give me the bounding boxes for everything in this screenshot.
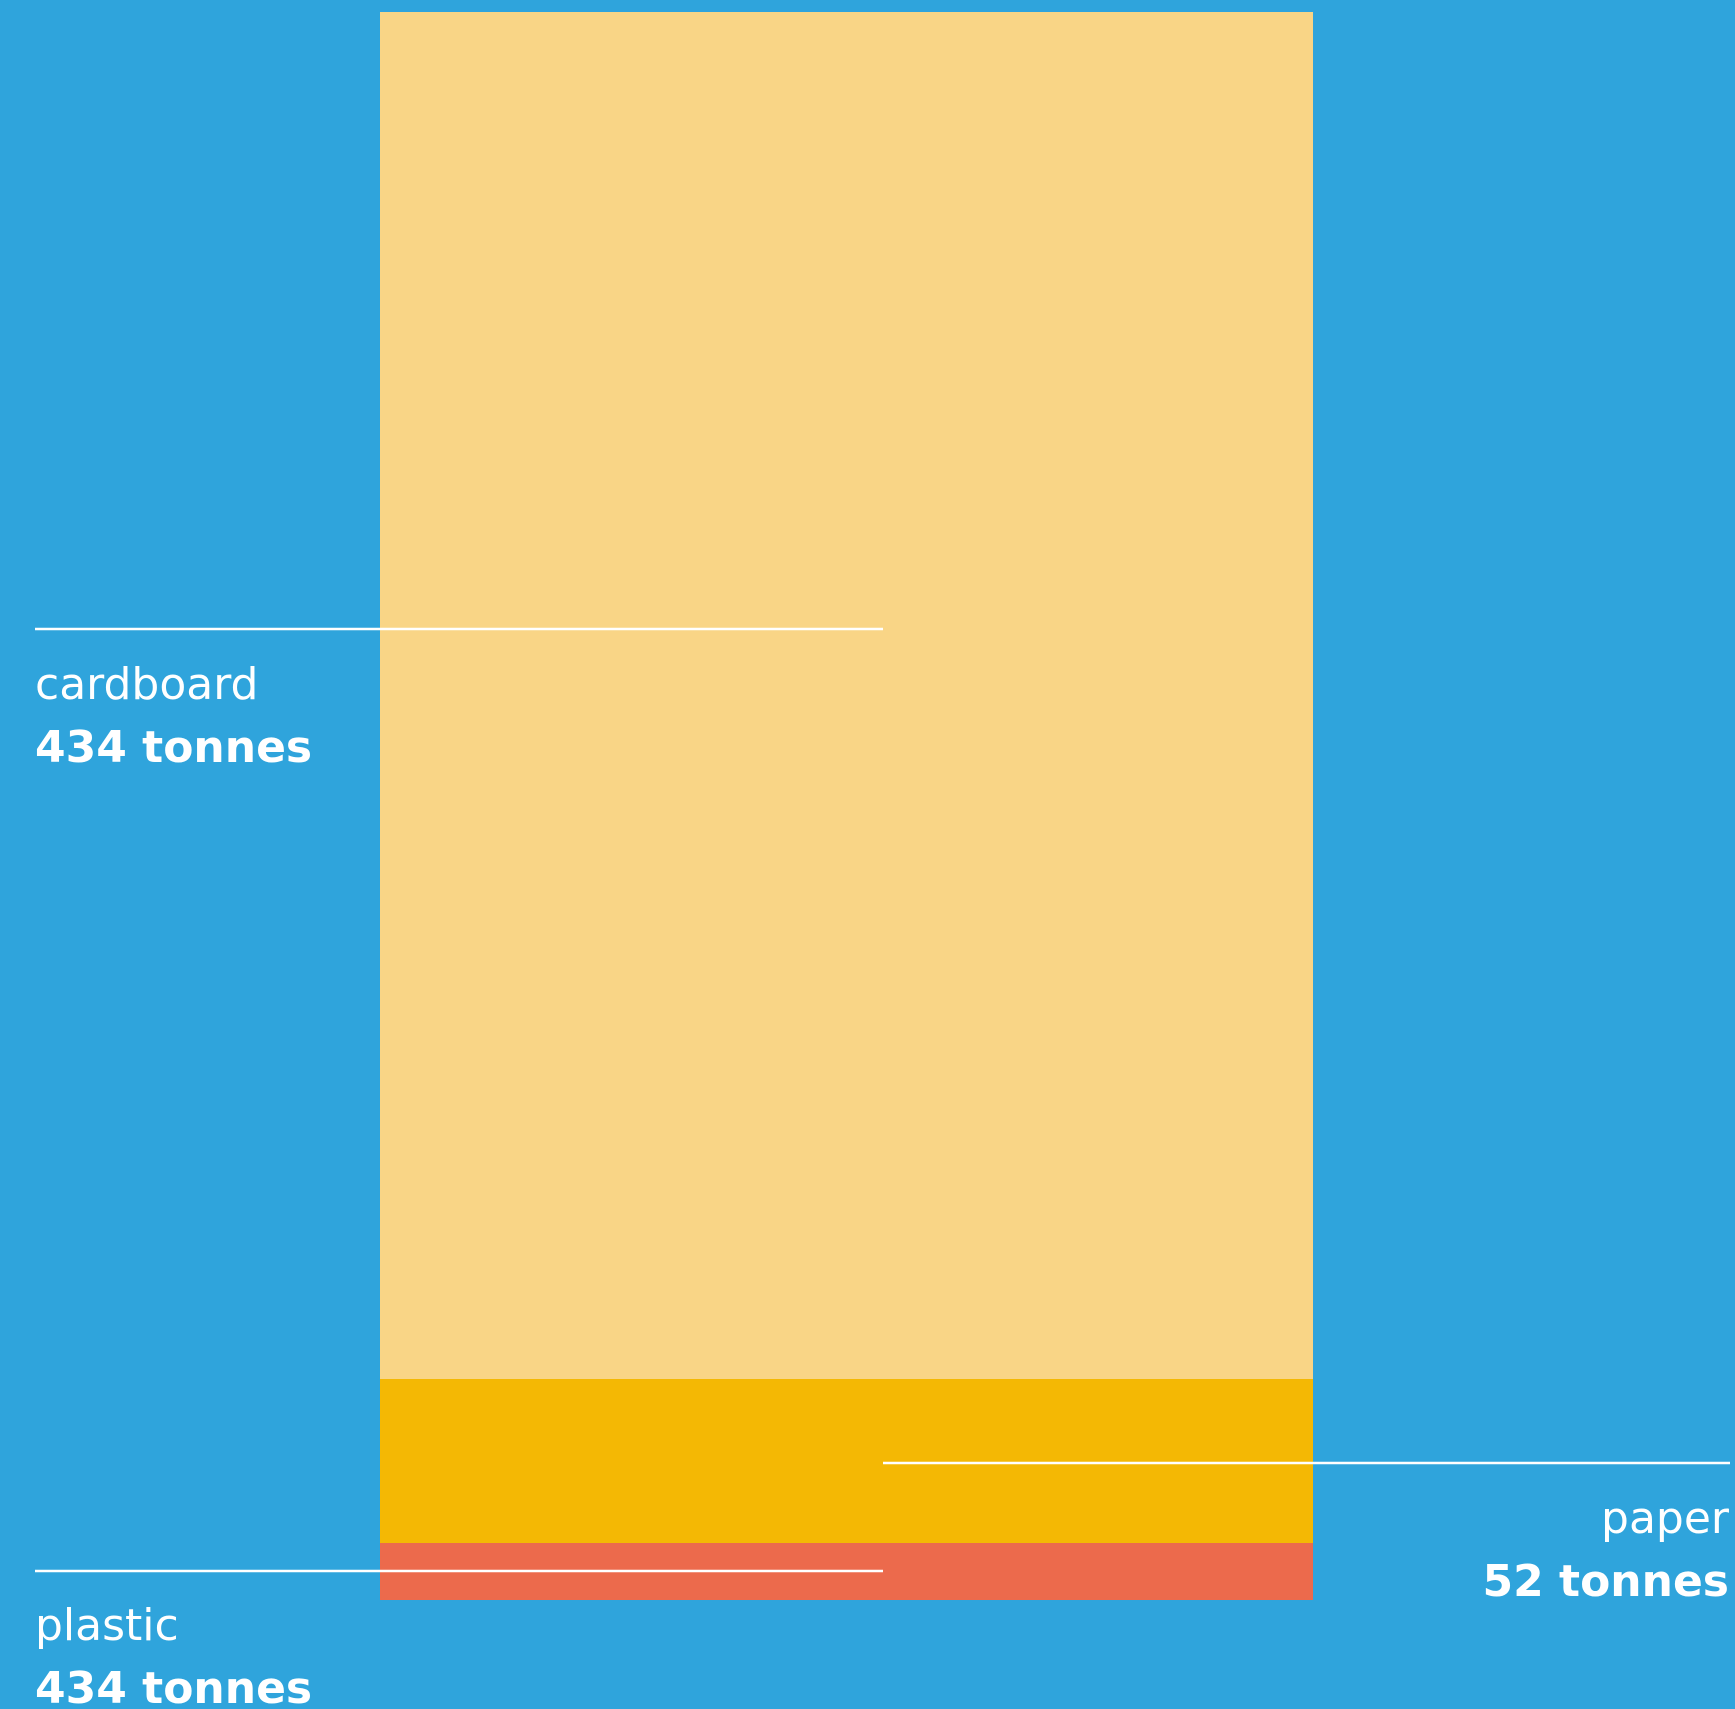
leader-lines <box>35 627 1730 1573</box>
bar-segment-cardboard <box>380 12 1313 1379</box>
segment-value-plastic: 434 tonnes <box>35 1663 312 1709</box>
segment-labels: plastic 434 tonnes paper 52 tonnes cardboard… <box>35 659 1730 1709</box>
segment-value-cardboard: 434 tonnes <box>35 722 312 773</box>
segment-name-cardboard: cardboard <box>35 659 258 710</box>
segment-name-plastic: plastic <box>35 1600 179 1651</box>
segment-value-paper: 52 tonnes <box>1483 1556 1730 1607</box>
bar-segment-paper <box>380 1379 1313 1543</box>
segment-name-paper: paper <box>1601 1493 1730 1544</box>
bar-segments <box>380 12 1313 1600</box>
